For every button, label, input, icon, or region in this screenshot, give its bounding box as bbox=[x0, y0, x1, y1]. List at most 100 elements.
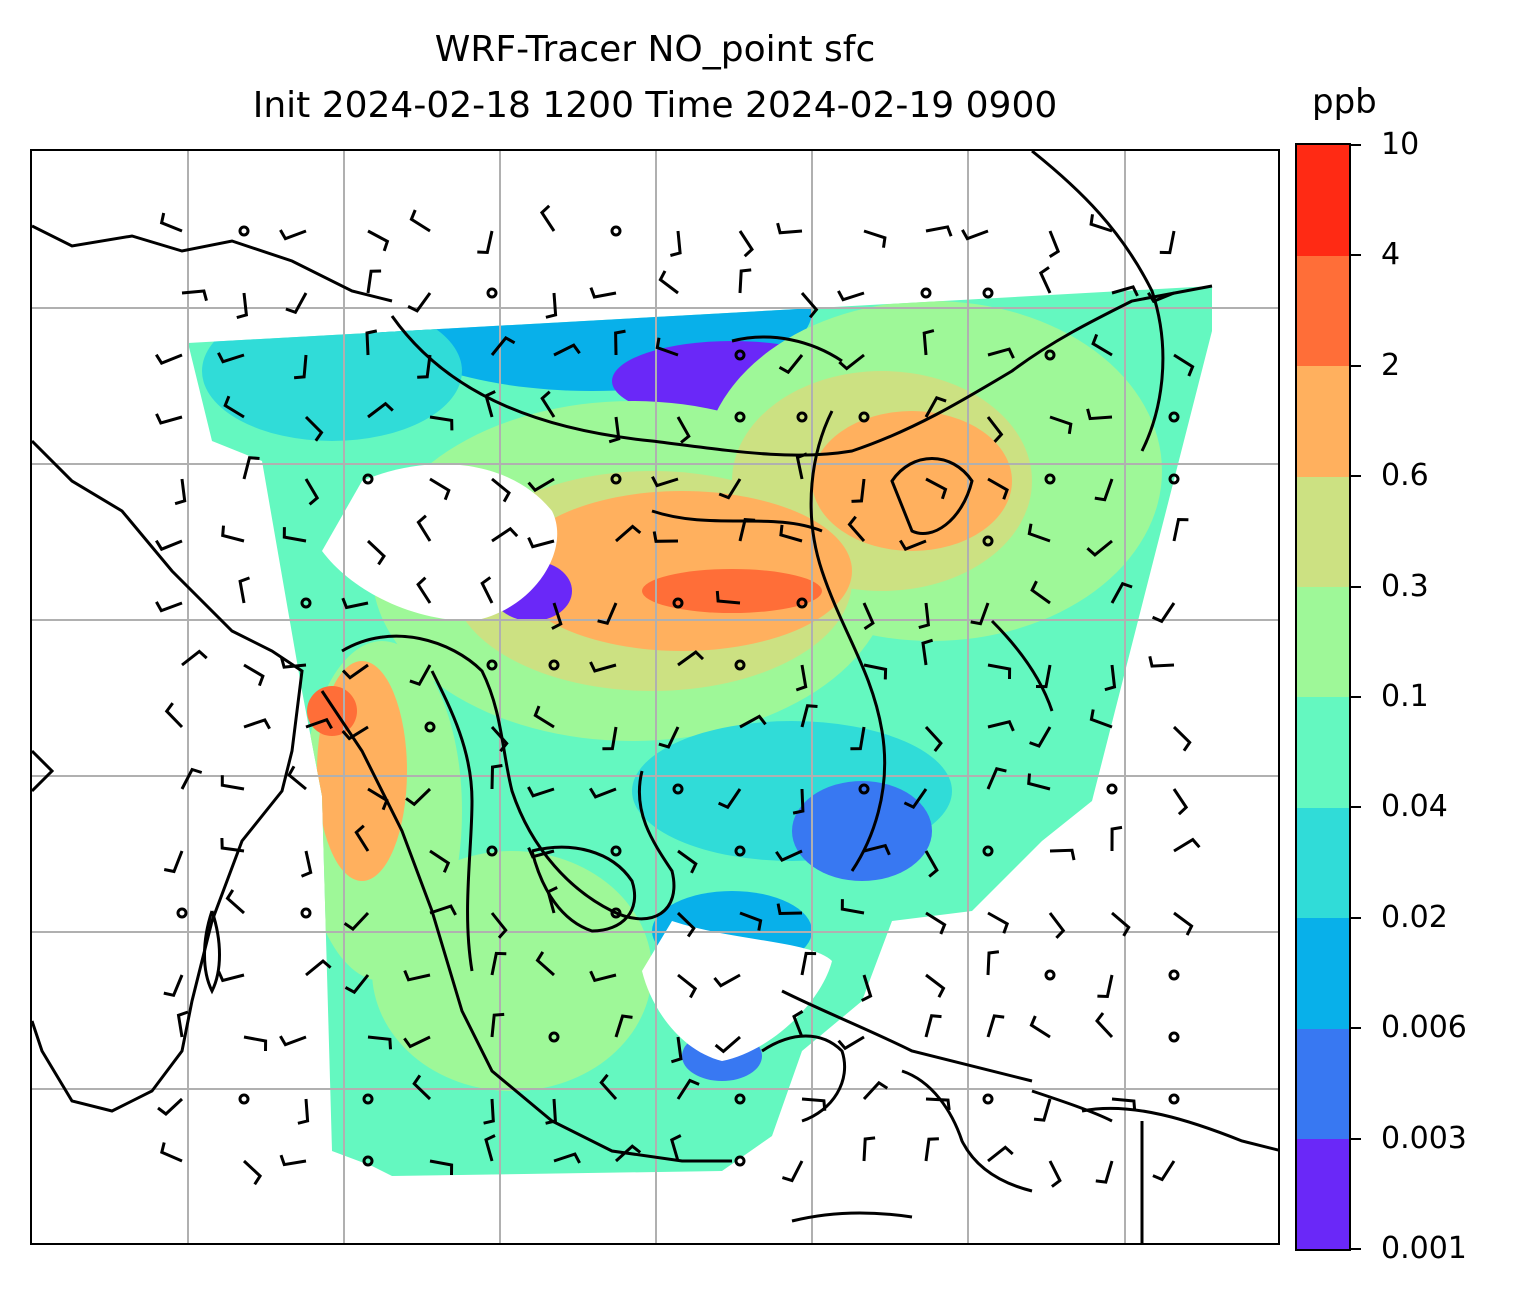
colorbar-segment bbox=[1297, 365, 1349, 477]
wind-barb bbox=[490, 764, 503, 790]
calm-wind-marker bbox=[362, 1093, 374, 1105]
wind-barb bbox=[279, 229, 307, 241]
wind-barb bbox=[300, 850, 313, 878]
wind-barb bbox=[405, 787, 432, 807]
wind-barb bbox=[925, 1097, 951, 1111]
wind-barb bbox=[738, 230, 754, 258]
colorbar-tick-label: 0.02 bbox=[1381, 899, 1448, 935]
calm-wind-marker bbox=[734, 1093, 746, 1105]
wind-barb bbox=[1095, 1160, 1114, 1184]
wind-barb bbox=[1095, 1012, 1114, 1039]
wind-barb bbox=[533, 705, 555, 729]
lat-lon-gridlines bbox=[32, 151, 1278, 1243]
calm-wind-marker bbox=[1168, 1093, 1180, 1105]
wind-barb bbox=[220, 837, 245, 853]
calm-wind-marker bbox=[982, 1093, 994, 1105]
wind-barb bbox=[293, 354, 308, 380]
wind-barb bbox=[658, 270, 679, 295]
wind-barb bbox=[155, 539, 183, 552]
chart-subtitle: Init 2024-02-18 1200 Time 2024-02-19 090… bbox=[252, 85, 1058, 126]
calm-wind-marker bbox=[734, 1155, 746, 1167]
calm-wind-marker bbox=[1044, 349, 1056, 361]
wind-barb bbox=[800, 292, 819, 319]
wind-barb bbox=[987, 1145, 1014, 1163]
wind-barb bbox=[1172, 517, 1189, 542]
wind-barb bbox=[925, 477, 948, 500]
wind-barb bbox=[602, 726, 618, 751]
wind-barb bbox=[713, 973, 741, 988]
calm-wind-marker bbox=[796, 597, 808, 609]
wind-barb bbox=[739, 714, 767, 729]
wind-barb bbox=[539, 204, 556, 232]
wind-barb bbox=[670, 1134, 682, 1162]
wind-barb bbox=[1147, 291, 1175, 304]
wind-barb bbox=[925, 225, 953, 237]
wind-barb bbox=[714, 1035, 741, 1054]
wind-barb bbox=[155, 413, 183, 425]
wind-barb bbox=[677, 650, 705, 667]
wind-barb bbox=[655, 337, 679, 357]
calm-wind-marker bbox=[362, 1155, 374, 1167]
wind-barb bbox=[862, 1080, 889, 1101]
colorbar-tick-label: 0.1 bbox=[1381, 679, 1429, 714]
wind-barb bbox=[1110, 581, 1133, 604]
wind-barb bbox=[1027, 523, 1051, 543]
wind-barb bbox=[540, 390, 556, 418]
wind-barb bbox=[490, 951, 507, 976]
calm-wind-marker bbox=[982, 535, 994, 547]
wind-barb bbox=[961, 229, 989, 241]
wind-barb bbox=[778, 354, 804, 375]
wind-barb bbox=[527, 786, 555, 798]
colorbar-segment bbox=[1297, 697, 1349, 808]
wind-barb bbox=[1173, 837, 1201, 853]
calm-wind-marker bbox=[300, 907, 312, 919]
wind-barb bbox=[176, 1010, 189, 1038]
wind-barb bbox=[1172, 725, 1192, 752]
calm-wind-marker bbox=[1044, 969, 1056, 981]
calm-wind-marker bbox=[610, 473, 622, 485]
wind-barb bbox=[403, 1035, 431, 1049]
wind-barb bbox=[220, 775, 245, 791]
wind-barb bbox=[297, 1098, 310, 1125]
wind-barb bbox=[599, 1073, 618, 1101]
wind-barb bbox=[1173, 911, 1194, 936]
wind-barb bbox=[1030, 580, 1051, 605]
wind-barb bbox=[1151, 602, 1176, 624]
wind-barb bbox=[225, 889, 245, 915]
wind-barb bbox=[366, 269, 382, 294]
wind-barb bbox=[924, 1137, 939, 1162]
calm-wind-marker bbox=[486, 287, 498, 299]
calm-wind-marker bbox=[1106, 783, 1118, 795]
wind-barb bbox=[851, 478, 866, 503]
calm-wind-marker bbox=[548, 1031, 560, 1043]
wind-barb bbox=[341, 663, 369, 680]
wind-barb bbox=[795, 664, 808, 692]
wind-barb bbox=[1048, 1160, 1062, 1188]
wind-barb bbox=[490, 725, 509, 753]
wind-barb bbox=[551, 602, 563, 630]
wind-barb bbox=[305, 717, 333, 730]
calm-wind-marker bbox=[1168, 411, 1180, 423]
colorbar-tick bbox=[1351, 1137, 1361, 1140]
wind-barb bbox=[1029, 1015, 1051, 1039]
wind-barb bbox=[157, 1097, 184, 1116]
calm-wind-marker bbox=[238, 225, 250, 237]
wind-barb bbox=[545, 1098, 557, 1125]
colorbar-tick bbox=[1351, 806, 1361, 809]
wind-barb bbox=[1173, 353, 1195, 377]
wind-barb bbox=[800, 704, 818, 728]
wind-barb bbox=[676, 1078, 700, 1100]
calm-wind-marker bbox=[734, 349, 746, 361]
wind-barb bbox=[837, 290, 865, 302]
wind-barb bbox=[608, 416, 621, 444]
wind-barb bbox=[164, 702, 184, 729]
wind-barb bbox=[986, 767, 1007, 790]
calm-wind-marker bbox=[610, 907, 622, 919]
colorbar-tick-label: 0.04 bbox=[1381, 789, 1448, 825]
colorbar-segment bbox=[1297, 476, 1349, 588]
wind-barb bbox=[155, 353, 183, 366]
calm-wind-marker bbox=[486, 845, 498, 857]
wind-barb bbox=[1086, 408, 1113, 421]
calm-wind-marker bbox=[982, 845, 994, 857]
wind-barb bbox=[589, 287, 617, 299]
